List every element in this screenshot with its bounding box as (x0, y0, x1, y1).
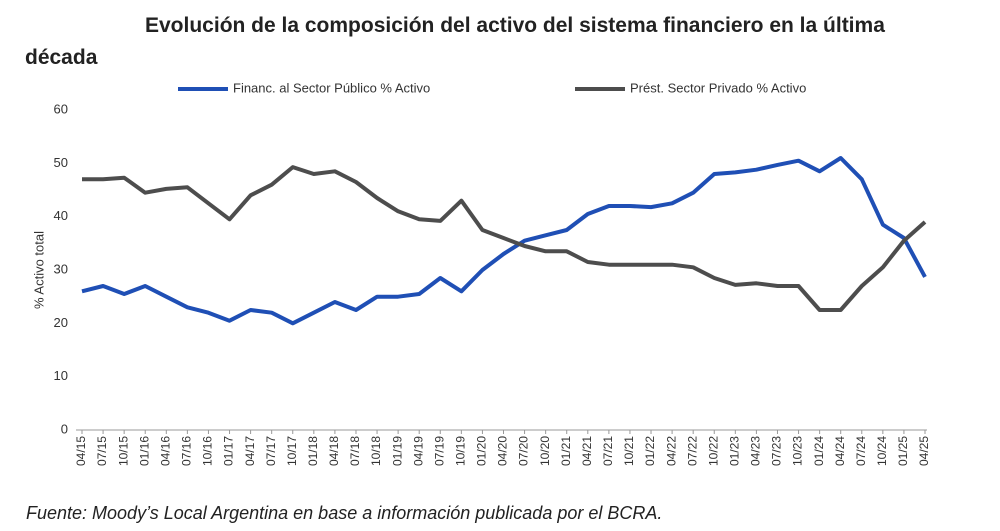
x-tick-label: 07/16 (180, 436, 194, 466)
x-tick-label: 10/20 (538, 436, 552, 466)
x-tick-label: 04/17 (243, 436, 257, 466)
x-tick-label: 07/15 (95, 436, 109, 466)
y-axis-label: % Activo total (31, 231, 46, 309)
x-tick-label: 01/25 (896, 436, 910, 466)
x-tick-label: 01/18 (306, 436, 320, 466)
y-tick-label: 20 (54, 315, 68, 330)
x-tick-label: 04/22 (664, 436, 678, 466)
x-tick-label: 01/21 (559, 436, 573, 466)
series-line (81, 156, 927, 326)
x-tick-label: 01/24 (812, 436, 826, 466)
x-tick-label: 04/15 (74, 436, 88, 466)
x-tick-label: 01/22 (643, 436, 657, 466)
x-tick-label: 10/16 (201, 436, 215, 466)
chart-title: Evolución de la composición del activo d… (25, 14, 885, 69)
x-tick-label: 04/16 (158, 436, 172, 466)
x-tick-label: 07/21 (601, 436, 615, 466)
x-tick-label: 10/24 (875, 436, 889, 466)
x-tick-label: 07/23 (770, 436, 784, 466)
y-tick-label: 50 (54, 155, 68, 170)
x-tick-label: 10/21 (622, 436, 636, 466)
y-tick-label: 0 (61, 421, 68, 436)
legend-label: Prést. Sector Privado % Activo (630, 80, 806, 95)
x-tick-label: 10/22 (706, 436, 720, 466)
y-tick-label: 60 (54, 101, 68, 116)
y-tick-label: 30 (54, 261, 68, 276)
x-tick-label: 07/24 (854, 436, 868, 466)
x-tick-label: 04/25 (917, 436, 931, 466)
x-tick-label: 10/15 (116, 436, 130, 466)
x-tick-label: 01/16 (137, 436, 151, 466)
x-tick-label: 07/17 (264, 436, 278, 466)
x-tick-label: 10/18 (369, 436, 383, 466)
x-tick-label: 01/17 (222, 436, 236, 466)
x-tick-label: 07/20 (517, 436, 531, 466)
x-tick-label: 01/19 (390, 436, 404, 466)
x-tick-label: 04/24 (833, 436, 847, 466)
x-tick-label: 04/18 (327, 436, 341, 466)
x-tick-label: 07/18 (348, 436, 362, 466)
series-line (82, 165, 927, 312)
source-note: Fuente: Moody’s Local Argentina en base … (26, 503, 663, 523)
x-tick-label: 10/19 (454, 436, 468, 466)
x-tick-label: 04/19 (411, 436, 425, 466)
legend-label: Financ. al Sector Público % Activo (233, 80, 430, 95)
x-tick-label: 07/22 (685, 436, 699, 466)
x-tick-label: 07/19 (432, 436, 446, 466)
y-tick-label: 10 (54, 368, 68, 383)
x-tick-label: 04/20 (496, 436, 510, 466)
x-tick-label: 01/23 (727, 436, 741, 466)
x-tick-label: 01/20 (475, 436, 489, 466)
x-tick-label: 04/21 (580, 436, 594, 466)
x-tick-label: 04/23 (749, 436, 763, 466)
x-tick-label: 10/17 (285, 436, 299, 466)
x-tick-label: 10/23 (791, 436, 805, 466)
y-tick-label: 40 (54, 208, 68, 223)
